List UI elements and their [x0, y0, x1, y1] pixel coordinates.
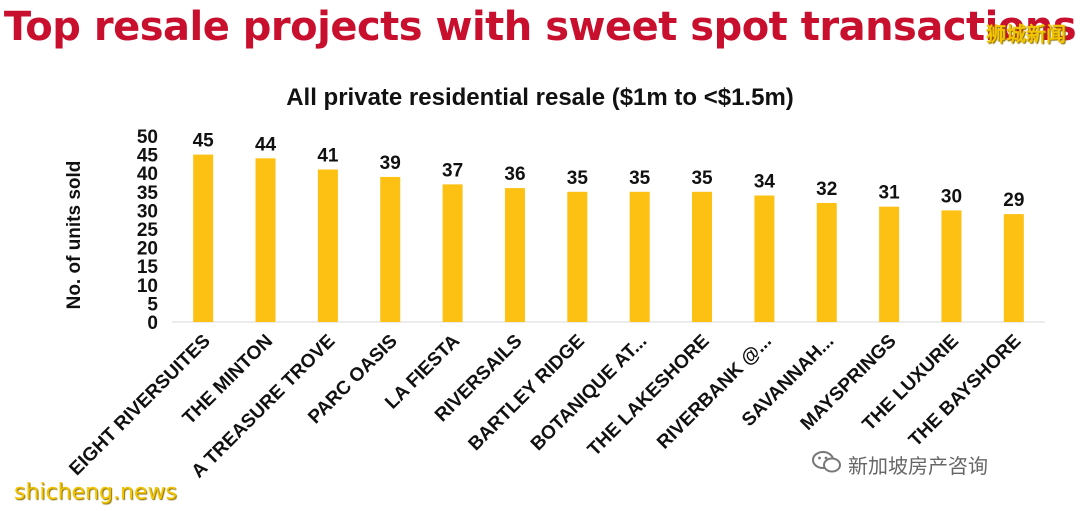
- bar: [567, 191, 588, 322]
- data-label: 39: [380, 153, 401, 174]
- category-label: THE LAKESHORE: [584, 331, 714, 461]
- bar: [879, 206, 900, 322]
- chart-title: All private residential resale ($1m to <…: [286, 84, 794, 111]
- data-label: 31: [879, 183, 901, 204]
- watermark-bottom-right-text: 新加坡房产咨询: [848, 454, 988, 478]
- data-label: 35: [567, 168, 589, 189]
- bar: [317, 169, 338, 322]
- data-label: 44: [255, 134, 277, 155]
- data-label: 35: [629, 168, 651, 189]
- bar: [442, 184, 463, 322]
- y-tick-label: 30: [137, 201, 158, 222]
- data-label: 32: [816, 179, 837, 200]
- bar: [629, 191, 650, 322]
- y-tick-label: 40: [137, 164, 158, 185]
- y-tick-label: 15: [137, 257, 159, 278]
- y-tick-label: 5: [147, 294, 158, 315]
- data-label: 41: [317, 145, 339, 166]
- data-label: 30: [941, 186, 962, 207]
- y-axis-label: No. of units sold: [64, 161, 85, 310]
- watermark-bottom: shicheng.news: [14, 480, 177, 505]
- y-tick-label: 25: [137, 220, 159, 241]
- page-title: Top resale projects with sweet spot tran…: [3, 4, 1077, 50]
- category-label: BOTANIQUE AT...: [527, 331, 651, 455]
- data-label: 34: [754, 172, 776, 193]
- y-tick-label: 50: [137, 127, 158, 148]
- data-label: 29: [1003, 190, 1024, 211]
- y-tick-label: 0: [147, 313, 158, 334]
- data-label: 35: [691, 168, 713, 189]
- bar: [504, 188, 525, 322]
- bar: [816, 202, 837, 322]
- category-label: BARTLEY RIDGE: [465, 331, 589, 455]
- watermark-top: 狮城新闻: [986, 22, 1066, 46]
- data-label: 37: [442, 160, 463, 181]
- bar: [193, 154, 214, 322]
- bar: [692, 191, 713, 322]
- wechat-icon: [812, 450, 842, 479]
- data-label: 45: [193, 131, 215, 152]
- y-tick-label: 10: [137, 276, 158, 297]
- category-label: THE BAYSHORE: [905, 331, 1025, 451]
- bar: [1003, 214, 1024, 322]
- bar: [380, 176, 401, 322]
- y-tick-label: 35: [137, 183, 159, 204]
- watermark-bottom-right: 新加坡房产咨询: [812, 450, 988, 479]
- data-label: 36: [504, 164, 525, 185]
- bar: [754, 195, 775, 322]
- y-tick-label: 45: [137, 146, 159, 167]
- bar: [255, 158, 276, 322]
- bars: [193, 154, 1024, 322]
- y-tick-label: 20: [137, 239, 158, 260]
- category-label: RIVERBANK @...: [653, 331, 776, 454]
- bar: [941, 210, 962, 322]
- data-labels: 45 44 41 39 37 36 35 35 35 34 32 31 30 29: [193, 131, 1025, 212]
